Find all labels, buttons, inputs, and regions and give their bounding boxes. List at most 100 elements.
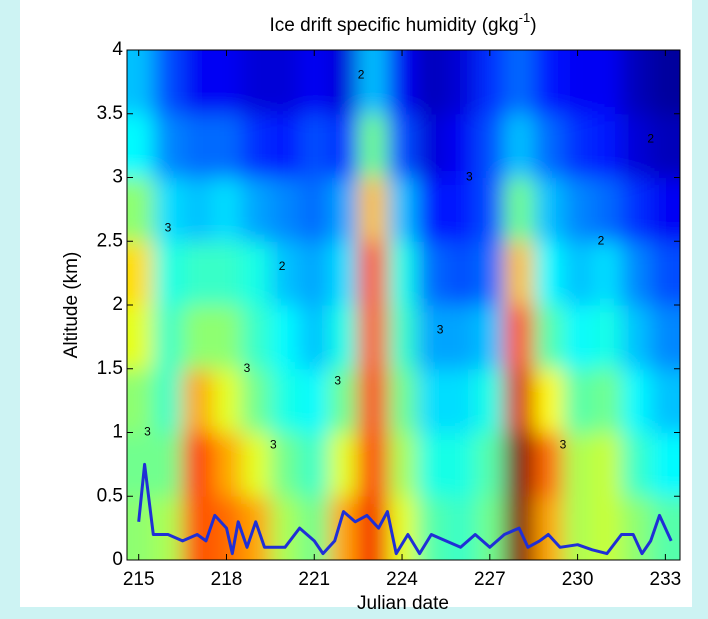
heat-cell xyxy=(241,368,271,433)
heat-cell xyxy=(127,432,154,497)
heat-cell xyxy=(127,50,154,115)
heat-cell xyxy=(445,241,476,306)
heat-cell xyxy=(182,305,213,370)
chart-title: Ice drift specific humidity (gkg-1) xyxy=(269,10,536,36)
title-text: Ice drift specific humidity (gkg xyxy=(269,15,518,36)
heat-cell xyxy=(475,432,505,497)
heat-cell xyxy=(562,113,593,178)
heat-cell xyxy=(358,496,388,560)
heat-cell xyxy=(270,432,301,497)
heat-cell xyxy=(592,305,622,370)
heat-cell xyxy=(127,305,154,370)
heat-cell xyxy=(211,305,242,370)
heat-cell xyxy=(270,113,301,178)
x-tick-label: 221 xyxy=(298,569,330,590)
heat-cell xyxy=(650,50,680,115)
heat-cell xyxy=(241,113,271,178)
heat-cell xyxy=(270,241,301,306)
heat-cell xyxy=(592,368,622,433)
contour-label: 3 xyxy=(560,437,567,451)
heat-cell xyxy=(650,432,680,497)
heat-cell xyxy=(358,305,388,370)
heat-cell xyxy=(562,432,593,497)
heat-cell xyxy=(504,50,535,115)
heat-cell xyxy=(387,305,418,370)
heat-cell xyxy=(650,241,680,306)
contour-label: 3 xyxy=(244,361,251,375)
heat-cell xyxy=(211,368,242,433)
heat-cell xyxy=(241,50,271,115)
y-tick-label: 0.5 xyxy=(97,485,123,506)
heat-cell xyxy=(475,177,505,242)
heat-cell xyxy=(270,368,301,433)
contour-label: 2 xyxy=(358,68,365,82)
heat-cell xyxy=(241,241,271,306)
heat-cell xyxy=(475,368,505,433)
heat-cell xyxy=(533,113,564,178)
heat-cell xyxy=(270,496,301,560)
heat-cell xyxy=(504,368,535,433)
heat-cell xyxy=(445,368,476,433)
heat-cell xyxy=(299,177,330,242)
heat-cell xyxy=(127,241,154,306)
heat-cell xyxy=(416,177,447,242)
heat-cell xyxy=(328,305,359,370)
y-tick-label: 2.5 xyxy=(97,230,123,251)
heat-cell xyxy=(299,432,330,497)
heat-cell xyxy=(621,432,652,497)
heat-cell xyxy=(475,241,505,306)
heat-cell xyxy=(182,50,213,115)
heat-cell xyxy=(475,305,505,370)
heat-cell xyxy=(562,177,593,242)
heat-cell xyxy=(153,113,184,178)
heat-cell xyxy=(241,432,271,497)
heat-cell xyxy=(211,177,242,242)
heat-cell xyxy=(182,432,213,497)
heat-cell xyxy=(387,241,418,306)
heat-cell xyxy=(299,496,330,560)
heat-cell xyxy=(504,305,535,370)
heat-cell xyxy=(211,432,242,497)
x-tick-label: 215 xyxy=(123,569,155,590)
heat-cell xyxy=(504,177,535,242)
contour-label: 3 xyxy=(466,170,473,184)
title-superscript: -1 xyxy=(519,10,531,25)
title-close: ) xyxy=(530,15,536,36)
heat-cell xyxy=(621,305,652,370)
boundary-line xyxy=(137,462,673,556)
heat-cell xyxy=(328,113,359,178)
heatmap xyxy=(127,50,680,560)
heat-cell xyxy=(416,50,447,115)
overlay: 3 3 3 3 3 2 2 3 3 2 2 3 xyxy=(137,68,673,556)
heat-cell xyxy=(504,241,535,306)
y-axis-label: Altitude (km) xyxy=(61,252,82,359)
heat-cell xyxy=(475,496,505,560)
heat-cell xyxy=(153,241,184,306)
y-tick-label: 0 xyxy=(112,549,123,570)
heat-cell xyxy=(533,432,564,497)
heat-cell xyxy=(445,305,476,370)
heat-cell xyxy=(621,241,652,306)
heat-cell xyxy=(592,432,622,497)
contour-label: 3 xyxy=(270,437,277,451)
heat-cell xyxy=(416,368,447,433)
heat-cell xyxy=(475,113,505,178)
heat-cell xyxy=(299,368,330,433)
contour-label: 2 xyxy=(647,131,654,145)
heat-cell xyxy=(416,305,447,370)
heat-cell xyxy=(504,113,535,178)
heat-cell xyxy=(153,432,184,497)
heat-cell xyxy=(387,113,418,178)
heat-cell xyxy=(387,50,418,115)
heat-cell xyxy=(533,241,564,306)
heat-cell xyxy=(533,305,564,370)
x-axis-label: Julian date xyxy=(357,593,449,614)
heat-cell xyxy=(445,177,476,242)
heat-cell xyxy=(270,50,301,115)
heat-cell xyxy=(650,177,680,242)
heat-cell xyxy=(328,241,359,306)
heat-cell xyxy=(241,305,271,370)
heat-cell xyxy=(562,368,593,433)
contour-label: 3 xyxy=(144,425,151,439)
